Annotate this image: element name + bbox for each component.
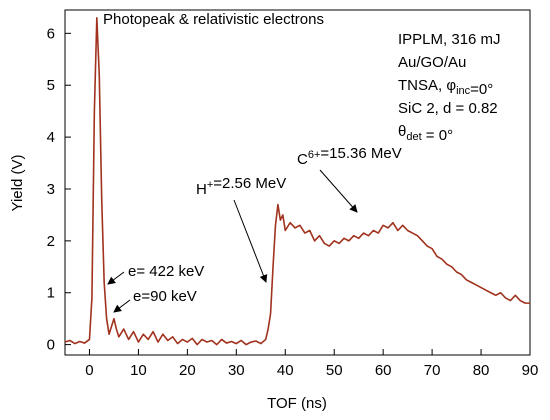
y-tick-label: 6 xyxy=(47,25,55,42)
arrow xyxy=(319,169,358,213)
x-tick-label: 20 xyxy=(179,362,196,379)
annotation-text: Photopeak & relativistic electrons xyxy=(103,11,324,28)
y-tick-label: 4 xyxy=(47,129,55,146)
annotation-text: e= 422 keV xyxy=(128,263,204,280)
arrows xyxy=(107,169,358,313)
x-tick-label: 0 xyxy=(85,362,93,379)
annotation: SiC 2, d = 0.82 xyxy=(398,100,498,117)
y-tick-label: 0 xyxy=(47,337,55,354)
data-line xyxy=(64,16,530,346)
annotation-text: Au/GO/Au xyxy=(398,54,466,71)
arrow xyxy=(113,299,131,313)
x-tick-label: 90 xyxy=(522,362,539,379)
x-axis-label: TOF (ns) xyxy=(267,395,327,412)
x-tick-label: 80 xyxy=(473,362,490,379)
annotation: θdet = 0° xyxy=(398,123,453,144)
y-tick-label: 2 xyxy=(47,233,55,250)
y-tick-label: 1 xyxy=(47,285,55,302)
annotation: e= 422 keV xyxy=(128,263,204,280)
annotation-text: =15.36 MeV xyxy=(320,145,401,162)
arrow xyxy=(233,199,268,283)
y-tick-label: 3 xyxy=(47,181,55,198)
x-tick-label: 70 xyxy=(424,362,441,379)
x-tick-label: 40 xyxy=(277,362,294,379)
arrow xyxy=(107,271,125,285)
annotation: C6+=15.36 MeV xyxy=(297,145,402,168)
x-tick-label: 60 xyxy=(375,362,392,379)
annotation-text: H xyxy=(196,181,207,198)
annotation-text: = 0° xyxy=(422,127,453,144)
y-tick-label: 5 xyxy=(47,77,55,94)
y-axis-label: Yield (V) xyxy=(9,155,26,212)
annotation-text: =0° xyxy=(470,81,493,98)
annotation-text: θ xyxy=(398,123,406,140)
x-tick-label: 10 xyxy=(130,362,147,379)
annotation-text: C xyxy=(297,151,308,168)
annotation-sub: det xyxy=(406,131,421,143)
annotation: IPPLM, 316 mJ xyxy=(398,31,501,48)
annotation-text: e=90 keV xyxy=(133,288,197,305)
annotation-sup: 6+ xyxy=(308,149,321,161)
annotation-text: =2.56 MeV xyxy=(213,175,286,192)
x-tick-label: 50 xyxy=(326,362,343,379)
annotation: Au/GO/Au xyxy=(398,54,466,71)
annotation: H+=2.56 MeV xyxy=(196,175,286,198)
annotation: Photopeak & relativistic electrons xyxy=(103,11,324,28)
annotation-sub: inc xyxy=(456,85,471,97)
x-tick-label: 30 xyxy=(228,362,245,379)
annotation-sup: + xyxy=(207,179,213,191)
annotation-text: TNSA, φ xyxy=(398,77,456,94)
annotation: TNSA, φinc=0° xyxy=(398,77,493,98)
annotation: e=90 keV xyxy=(133,288,197,305)
annotation-text: SiC 2, d = 0.82 xyxy=(398,100,498,117)
annotation-text: IPPLM, 316 mJ xyxy=(398,31,501,48)
plot-frame xyxy=(64,9,531,356)
